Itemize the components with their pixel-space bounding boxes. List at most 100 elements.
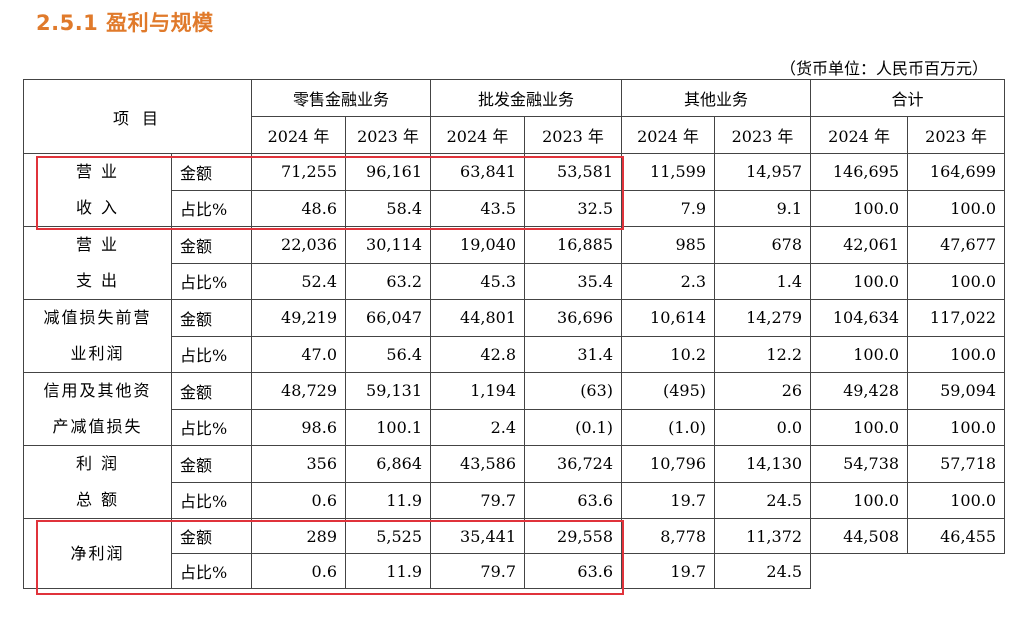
table-row: 占比% 0.6 11.9 79.7 63.6 19.7 24.5 100.0 100.0 — [24, 481, 1006, 519]
table-cell — [810, 553, 908, 589]
table-row: 减值损失前营 业利润 金额 49,219 66,047 44,801 36,696 10,61… — [23, 299, 1006, 373]
table-row: 营 业收 入金额 71,255 96,161 63,841 53,581 11,599 14… — [23, 153, 1006, 227]
table-row: 占比% 47.0 56.4 42.8 31.4 10.2 12.2 100.0 100.0 — [24, 335, 1006, 373]
table-cell: 44,508 — [810, 518, 909, 554]
header-year: 2024 年 — [251, 116, 346, 154]
table-cell: 26 — [714, 372, 812, 410]
table-cell: 43,586 — [430, 445, 526, 483]
metric-amount-label: 金额 — [171, 226, 252, 264]
table-cell: 56.4 — [344, 335, 432, 373]
table-cell: 11.9 — [344, 553, 432, 589]
table-cell: 14,130 — [714, 445, 812, 483]
table-cell: 24.5 — [714, 481, 812, 519]
table-cell: 49,219 — [251, 299, 346, 337]
row-label-line: 总 额 — [75, 490, 120, 509]
metric-ratio-label: 占比% — [171, 408, 252, 446]
table-row: 利 润总 额金额 356 6,864 43,586 36,724 10,796 14,130… — [23, 445, 1006, 519]
table-cell: 985 — [621, 226, 716, 264]
table-cell: 54,738 — [810, 445, 909, 483]
table-cell: 100.0 — [810, 408, 909, 446]
table-cell: 63,841 — [430, 153, 526, 191]
header-group-retail: 零售金融业务 — [250, 79, 432, 117]
table-cell: 98.6 — [251, 408, 346, 446]
table-cell: 42,061 — [810, 226, 909, 264]
table-cell: 22,036 — [251, 226, 346, 264]
header-year: 2023 年 — [714, 116, 812, 154]
metric-amount-label: 金额 — [171, 445, 252, 483]
table-cell: 43.5 — [430, 189, 526, 227]
table-cell: 100.0 — [907, 262, 1006, 300]
row-label: 减值损失前营 业利润 — [23, 299, 172, 373]
header-year: 2023 年 — [344, 116, 432, 154]
table-cell: 59,094 — [907, 372, 1006, 410]
row-label-line: 信用及其他资 — [43, 381, 152, 400]
table-cell: 14,279 — [714, 299, 812, 337]
header-group-other: 其他业务 — [621, 79, 812, 117]
table-cell: 1.4 — [714, 262, 812, 300]
header-year: 2023 年 — [907, 116, 1006, 154]
table-cell: 7.9 — [621, 189, 716, 227]
table-cell: 32.5 — [524, 189, 623, 227]
table-cell: 16,885 — [524, 226, 623, 264]
header-year: 2024 年 — [621, 116, 716, 154]
table-cell: 100.0 — [907, 408, 1006, 446]
table-cell: 11.9 — [344, 481, 432, 519]
table-row: 占比% 98.6 100.1 2.4 (0.1) (1.0) 0.0 100.0 100.0 — [24, 408, 1006, 446]
table-cell: 146,695 — [810, 153, 909, 191]
row-label-line: 业利润 — [70, 344, 125, 363]
table-cell: 45.3 — [430, 262, 526, 300]
table-cell: 53,581 — [524, 153, 623, 191]
table-cell: 678 — [714, 226, 812, 264]
table-cell: 42.8 — [430, 335, 526, 373]
table-cell: (0.1) — [524, 408, 623, 446]
row-label: 利 润总 额 — [23, 445, 172, 519]
table-cell: 100.0 — [810, 262, 909, 300]
header-group-row: 项 目 零售金融业务 批发金融业务 其他业务 合计 — [23, 79, 1006, 154]
metric-ratio-label: 占比% — [171, 553, 252, 589]
currency-unit-note: （货币单位：人民币百万元） — [779, 59, 988, 78]
table-cell: 6,864 — [344, 445, 432, 483]
header-group-wholesale: 批发金融业务 — [430, 79, 623, 117]
table-cell: 100.0 — [907, 189, 1006, 227]
table-cell: 36,724 — [524, 445, 623, 483]
table-cell: 48,729 — [251, 372, 346, 410]
table-cell: 47.0 — [251, 335, 346, 373]
table-cell: 164,699 — [907, 153, 1006, 191]
table-cell: 100.0 — [810, 335, 909, 373]
table-cell: (1.0) — [621, 408, 716, 446]
row-label-line: 产减值损失 — [52, 417, 143, 436]
table-cell: 289 — [251, 518, 346, 554]
section-title: 2.5.1 盈利与规模 — [36, 11, 214, 35]
table-cell: 79.7 — [430, 553, 526, 589]
table-cell: 2.4 — [430, 408, 526, 446]
table-cell: 52.4 — [251, 262, 346, 300]
table-cell: 100.0 — [907, 335, 1006, 373]
table-cell: 356 — [251, 445, 346, 483]
table-cell: 30,114 — [344, 226, 432, 264]
table-cell: 2.3 — [621, 262, 716, 300]
row-label-line: 营 业 — [75, 235, 120, 254]
table-cell: 48.6 — [251, 189, 346, 227]
table-cell: 12.2 — [714, 335, 812, 373]
table-cell: 0.6 — [251, 553, 346, 589]
row-label-line: 支 出 — [75, 271, 120, 290]
row-label-line: 收 入 — [75, 198, 120, 217]
table-cell: 8,778 — [621, 518, 716, 554]
table-cell: 10,614 — [621, 299, 716, 337]
table-cell: 0.0 — [714, 408, 812, 446]
header-group-total: 合计 — [810, 79, 1006, 117]
table-cell: 63.6 — [524, 481, 623, 519]
header-year-row: 2024 年 2023 年 2024 年 2023 年 2024 年 2023 … — [24, 116, 1006, 154]
metric-ratio-label: 占比% — [171, 481, 252, 519]
table-row: 净利润 金额 289 5,525 35,441 29,558 8,778 11,372 44,5… — [23, 518, 1006, 589]
table-cell: 63.6 — [524, 553, 623, 589]
table-cell — [907, 553, 1005, 589]
table-cell: 19,040 — [430, 226, 526, 264]
header-year: 2024 年 — [810, 116, 909, 154]
row-label: 净利润 — [23, 518, 172, 589]
metric-ratio-label: 占比% — [171, 335, 252, 373]
table-cell: 100.0 — [810, 481, 909, 519]
table-cell: 5,525 — [344, 518, 432, 554]
table-cell: 9.1 — [714, 189, 812, 227]
row-label-line: 利 润 — [75, 454, 120, 473]
